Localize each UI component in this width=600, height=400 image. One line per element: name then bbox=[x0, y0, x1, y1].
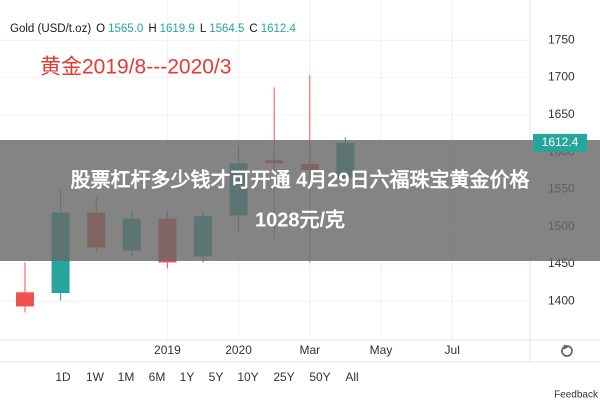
feedback-link[interactable]: Feedback bbox=[554, 390, 599, 400]
ohlc-key: H bbox=[148, 23, 156, 35]
y-tick-label: 1750 bbox=[548, 32, 575, 46]
ohlc-value: 1619.9 bbox=[160, 23, 195, 35]
ohlc-value: 1565.0 bbox=[108, 23, 143, 35]
last-price-box bbox=[533, 133, 587, 152]
ohlc-key: O bbox=[96, 23, 105, 35]
overlay-line: 股票杠杆多少钱才可开通 4月29日六福珠宝黄金价格 bbox=[71, 167, 531, 191]
range-button[interactable]: 1M bbox=[118, 370, 135, 384]
ohlc-key: C bbox=[249, 23, 257, 35]
y-tick-label: 1400 bbox=[548, 293, 575, 307]
chart-title: 黄金2019/8---2020/3 bbox=[40, 56, 231, 79]
symbol: Gold (USD/t.oz) bbox=[10, 23, 91, 35]
range-button[interactable]: 6M bbox=[149, 370, 166, 384]
x-tick-label: 2019 bbox=[154, 343, 181, 357]
y-tick-label: 1700 bbox=[548, 70, 575, 84]
candle-body bbox=[16, 292, 34, 307]
range-button[interactable]: 1D bbox=[55, 370, 71, 384]
ohlc-value: 1564.5 bbox=[209, 23, 244, 35]
x-tick-label: Jul bbox=[445, 343, 460, 357]
range-button[interactable]: 1W bbox=[86, 370, 105, 384]
x-tick-label: Mar bbox=[299, 343, 320, 357]
y-tick-label: 1650 bbox=[548, 107, 575, 121]
reset-button[interactable] bbox=[561, 344, 573, 357]
x-tick-label: 2020 bbox=[225, 343, 252, 357]
overlay-banner bbox=[0, 140, 600, 261]
overlay-line: 1028元/克 bbox=[255, 208, 345, 231]
range-button[interactable]: 5Y bbox=[209, 370, 224, 384]
range-button[interactable]: 50Y bbox=[309, 370, 330, 384]
range-button[interactable]: 1Y bbox=[180, 370, 195, 384]
ohlc-value: 1612.4 bbox=[261, 23, 297, 35]
range-button[interactable]: 10Y bbox=[237, 370, 258, 384]
range-button[interactable]: All bbox=[345, 370, 358, 384]
last-price-label: 1612.4 bbox=[542, 135, 579, 149]
ohlc-key: L bbox=[200, 23, 207, 35]
x-tick-label: May bbox=[370, 343, 393, 357]
range-button[interactable]: 25Y bbox=[273, 370, 294, 384]
